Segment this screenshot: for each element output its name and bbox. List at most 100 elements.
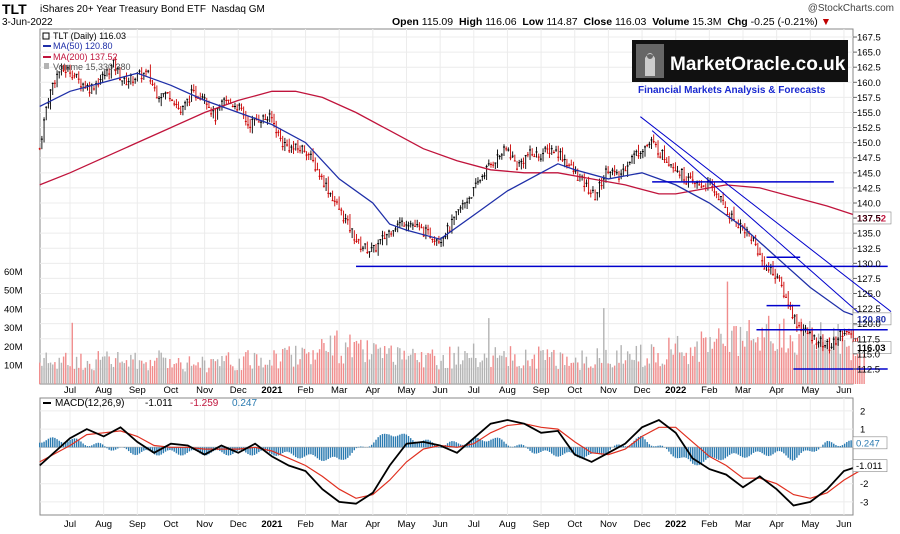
volume-bar xyxy=(39,362,41,384)
volume-bar xyxy=(162,357,165,384)
volume-bar xyxy=(492,355,494,384)
volume-bar xyxy=(186,362,188,384)
volume-bar xyxy=(546,349,549,384)
volume-bar xyxy=(527,360,529,384)
open-label: Open xyxy=(392,16,419,28)
legend-swatch-volume xyxy=(44,63,49,69)
macd-histogram-bar xyxy=(308,447,310,455)
volume-bars xyxy=(39,281,865,384)
volume-bar xyxy=(542,350,544,384)
macd-histogram-bar xyxy=(347,447,349,458)
volume-bar xyxy=(225,355,227,384)
volume-bar xyxy=(763,337,766,384)
volume-bar xyxy=(164,357,167,384)
volume-bar xyxy=(160,352,162,384)
macd-histogram-bar xyxy=(813,447,815,452)
macd-histogram-bar xyxy=(420,441,423,448)
volume-bar xyxy=(572,362,575,384)
x-tick-label: Jun xyxy=(836,385,851,396)
volume-bar xyxy=(238,358,241,384)
volume-bar xyxy=(462,360,464,384)
macd-histogram-bar xyxy=(718,447,720,460)
macd-histogram-bar xyxy=(86,446,89,448)
exchange-name: Nasdaq GM xyxy=(211,4,265,15)
volume-bar xyxy=(765,324,768,384)
macd-histogram-bar xyxy=(815,447,818,452)
volume-bar xyxy=(75,356,78,384)
volume-bar xyxy=(798,334,800,384)
x-tick-label: Oct xyxy=(164,385,179,396)
macd-histogram-bar xyxy=(603,447,605,455)
volume-bar xyxy=(62,356,65,384)
volume-bar xyxy=(212,358,214,384)
volume-bar xyxy=(752,338,755,384)
macd-histogram-bar xyxy=(752,447,755,453)
macd-histogram-bar xyxy=(746,447,748,458)
volume-bar xyxy=(232,366,234,384)
volume-bar xyxy=(308,352,310,384)
macd-histogram-bar xyxy=(284,447,286,453)
macd-histogram-bar xyxy=(633,440,635,448)
x-tick-label: Apr xyxy=(769,519,784,530)
volume-bar xyxy=(522,365,525,384)
macd-histogram-bar xyxy=(247,447,249,455)
macd-histogram-bar xyxy=(154,447,156,455)
macd-histogram-bar xyxy=(93,444,95,448)
volume-bar xyxy=(427,352,429,384)
macd-histogram-bar xyxy=(778,447,781,452)
x-tick-label: Mar xyxy=(331,519,347,530)
volume-bar xyxy=(199,367,201,384)
ma50-line xyxy=(39,72,865,320)
macd-histogram-bar xyxy=(661,445,664,448)
volume-bar xyxy=(266,364,269,384)
volume-bar xyxy=(273,350,275,384)
macd-histogram-bar xyxy=(310,447,312,455)
macd-histogram-bar xyxy=(201,447,204,455)
macd-histogram-bar xyxy=(71,438,73,448)
macd-histogram-bar xyxy=(555,447,557,457)
macd-histogram-bar xyxy=(360,446,362,448)
macd-histogram-bar xyxy=(531,447,533,453)
statue-figure-icon xyxy=(645,53,655,76)
macd-histogram-bar xyxy=(657,445,659,448)
macd-histogram-bar xyxy=(724,447,726,459)
volume-bar xyxy=(633,360,635,384)
macd-histogram-bar xyxy=(405,434,408,448)
volume-bar xyxy=(800,318,802,384)
macd-histogram-bar xyxy=(542,447,544,451)
macd-histogram-bar xyxy=(833,443,835,448)
volume-bar xyxy=(184,371,186,384)
volume-bar xyxy=(418,362,421,384)
volume-bar xyxy=(720,333,722,384)
volume-bar xyxy=(590,366,592,384)
macd-histogram-bar xyxy=(203,447,206,456)
volume-bar xyxy=(776,349,779,384)
volume-tick-label: 10M xyxy=(4,361,23,372)
macd-histogram-bar xyxy=(451,441,453,448)
volume-value: 15.3M xyxy=(692,16,722,28)
volume-bar xyxy=(41,365,43,384)
macd-histogram-bar xyxy=(809,447,811,452)
macd-histogram-bar xyxy=(581,447,583,459)
volume-bar xyxy=(347,347,349,384)
volume-bar xyxy=(82,369,84,384)
volume-bar xyxy=(559,352,562,384)
price-tick-label: 115.0 xyxy=(857,349,880,360)
volume-bar xyxy=(780,347,783,384)
macd-histogram-bar xyxy=(490,439,492,448)
macd-histogram-bar xyxy=(594,447,596,453)
macd-histogram-bar xyxy=(850,440,852,448)
macd-histogram-bar xyxy=(295,447,297,458)
volume-bar xyxy=(705,337,707,384)
volume-bar xyxy=(520,368,523,384)
volume-bar xyxy=(379,347,382,384)
volume-bar xyxy=(731,330,733,384)
x-tick-label: Jul xyxy=(468,385,480,396)
volume-bar xyxy=(321,339,323,384)
macd-histogram-bar xyxy=(290,447,293,454)
x-tick-label: Dec xyxy=(634,385,651,396)
macd-histogram-bar xyxy=(518,444,520,448)
x-tick-label: Sep xyxy=(533,385,550,396)
volume-bar xyxy=(472,343,475,384)
volume-bar xyxy=(713,341,716,384)
